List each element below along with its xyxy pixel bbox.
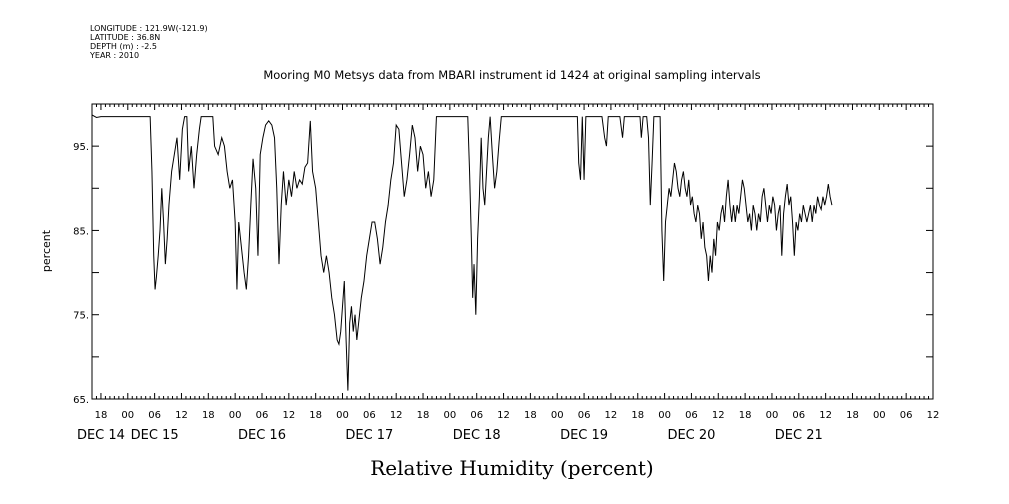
meta-depth: DEPTH (m) : -2.5 xyxy=(90,42,157,51)
x-tick-label: 00 xyxy=(121,410,134,421)
x-tick-label: 06 xyxy=(685,410,698,421)
y-tick-label: 65. xyxy=(73,395,89,406)
x-tick-label: 00 xyxy=(658,410,671,421)
y-axis-label: percent xyxy=(40,229,53,272)
x-tick-label: 12 xyxy=(282,410,295,421)
x-tick-label: 12 xyxy=(605,410,618,421)
y-tick-label: 95. xyxy=(73,142,89,153)
x-tick-label: 00 xyxy=(551,410,564,421)
y-tick-label: 75. xyxy=(73,311,89,322)
x-tick-label: 06 xyxy=(148,410,161,421)
x-tick-label: 18 xyxy=(524,410,537,421)
x-tick-label: 00 xyxy=(444,410,457,421)
x-tick-label: 18 xyxy=(739,410,752,421)
meta-year: YEAR : 2010 xyxy=(89,51,139,60)
x-day-label: DEC 16 xyxy=(238,428,286,443)
y-tick-labels: 65. 75. 85. 95. xyxy=(73,142,89,406)
x-tick-label: 12 xyxy=(390,410,403,421)
x-tick-label: 12 xyxy=(175,410,188,421)
axis-ticks xyxy=(91,103,934,400)
x-tick-label: 18 xyxy=(95,410,108,421)
x-tick-label: 18 xyxy=(417,410,430,421)
plot-frame xyxy=(91,103,934,400)
x-tick-label: 00 xyxy=(336,410,349,421)
x-tick-label: 12 xyxy=(927,410,940,421)
x-day-label: DEC 18 xyxy=(453,428,501,443)
humidity-series-line xyxy=(91,114,833,391)
x-tick-label: 00 xyxy=(873,410,886,421)
x-tick-label: 06 xyxy=(470,410,483,421)
x-tick-label: 18 xyxy=(631,410,644,421)
x-tick-label: 06 xyxy=(900,410,913,421)
x-tick-label: 18 xyxy=(309,410,322,421)
x-tick-label: 06 xyxy=(578,410,591,421)
x-tick-label: 12 xyxy=(712,410,725,421)
x-tick-label: 12 xyxy=(497,410,510,421)
x-day-label: DEC 19 xyxy=(560,428,608,443)
chart-title: Mooring M0 Metsys data from MBARI instru… xyxy=(263,68,760,82)
x-day-label: DEC 17 xyxy=(345,428,393,443)
x-day-label: DEC 15 xyxy=(131,428,179,443)
x-day-label: DEC 21 xyxy=(775,428,823,443)
x-tick-label: 06 xyxy=(792,410,805,421)
day-labels: DEC 14 DEC 15 DEC 16 DEC 17 DEC 18 DEC 19 DEC … xyxy=(77,428,823,443)
x-tick-label: 18 xyxy=(846,410,859,421)
meta-longitude: LONGITUDE : 121.9W(-121.9) xyxy=(90,24,208,33)
x-tick-label: 06 xyxy=(363,410,376,421)
x-axis-label: Relative Humidity (percent) xyxy=(370,456,653,480)
x-tick-label: 00 xyxy=(766,410,779,421)
x-tick-labels: 18 00 06 12 18 00 06 12 18 00 06 12 18 00 06 12 18 00 06 12… xyxy=(95,410,940,421)
x-day-label: DEC 20 xyxy=(667,428,715,443)
x-tick-label: 12 xyxy=(819,410,832,421)
x-day-label: DEC 14 xyxy=(77,428,125,443)
x-tick-label: 00 xyxy=(229,410,242,421)
x-tick-label: 06 xyxy=(256,410,269,421)
y-tick-label: 85. xyxy=(73,226,89,237)
meta-latitude: LATITUDE : 36.8N xyxy=(90,33,160,42)
x-tick-label: 18 xyxy=(202,410,215,421)
